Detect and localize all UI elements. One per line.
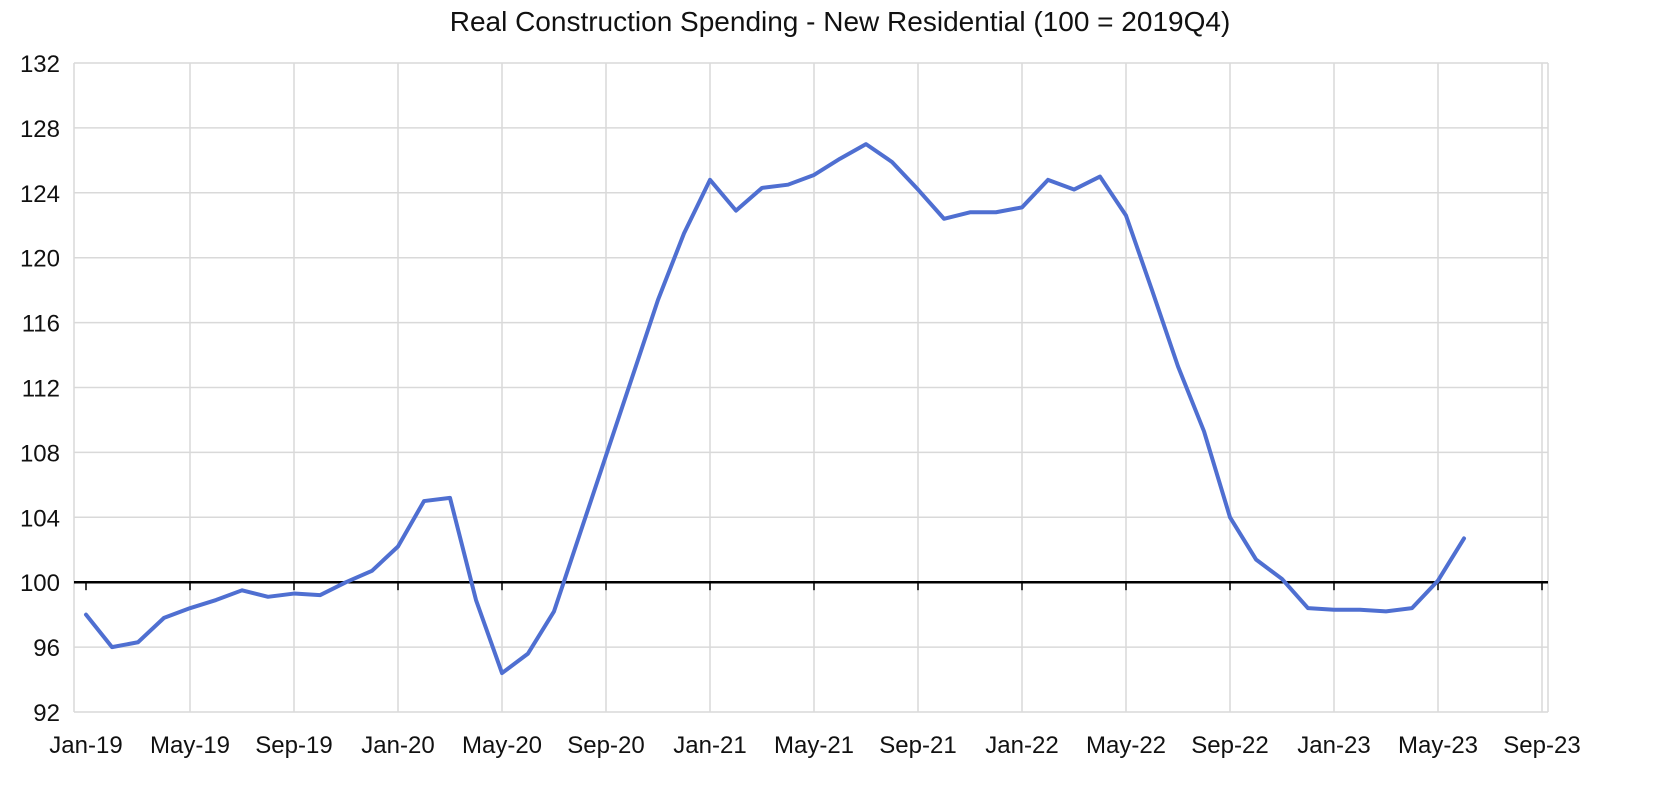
x-tick-label: May-23 bbox=[1398, 732, 1478, 759]
y-tick-label: 92 bbox=[33, 700, 60, 727]
y-tick-label: 128 bbox=[20, 116, 60, 143]
x-tick-label: Jan-23 bbox=[1297, 732, 1370, 759]
y-tick-label: 100 bbox=[20, 570, 60, 597]
x-tick-label: May-21 bbox=[774, 732, 854, 759]
series-lines bbox=[84, 142, 1466, 676]
axes bbox=[73, 63, 1548, 712]
series-line bbox=[84, 142, 1466, 676]
grid bbox=[74, 62, 1549, 713]
x-tick-label: Sep-19 bbox=[255, 732, 332, 759]
x-tick-label: Jan-19 bbox=[49, 732, 122, 759]
x-tick-label: Sep-22 bbox=[1191, 732, 1268, 759]
x-axis-tick-labels: Jan-19 May-19 Sep-19 Jan-20 May-20 Sep-20 Jan-… bbox=[49, 732, 1580, 759]
x-tick-label: Sep-20 bbox=[567, 732, 644, 759]
y-tick-label: 104 bbox=[20, 505, 60, 532]
y-tick-label: 112 bbox=[22, 376, 60, 403]
y-axis-tick-labels: 92 96 100 104 108 112 116 120 124 128 132 bbox=[20, 51, 60, 727]
y-tick-label: 116 bbox=[22, 311, 60, 338]
x-tick-label: Sep-21 bbox=[879, 732, 956, 759]
x-tick-label: Jan-22 bbox=[985, 732, 1058, 759]
x-tick-label: Jan-21 bbox=[673, 732, 746, 759]
x-tick-label: Jan-20 bbox=[361, 732, 434, 759]
x-tick-label: May-22 bbox=[1086, 732, 1166, 759]
x-tick-label: May-20 bbox=[462, 732, 542, 759]
y-tick-label: 120 bbox=[20, 246, 60, 273]
chart-title: Real Construction Spending - New Residen… bbox=[450, 6, 1231, 37]
y-tick-label: 132 bbox=[20, 51, 60, 78]
y-tick-label: 108 bbox=[20, 440, 60, 467]
x-tick-label: May-19 bbox=[150, 732, 230, 759]
y-tick-label: 124 bbox=[20, 181, 60, 208]
x-tick-label: Sep-23 bbox=[1503, 732, 1580, 759]
y-tick-label: 96 bbox=[33, 635, 60, 662]
